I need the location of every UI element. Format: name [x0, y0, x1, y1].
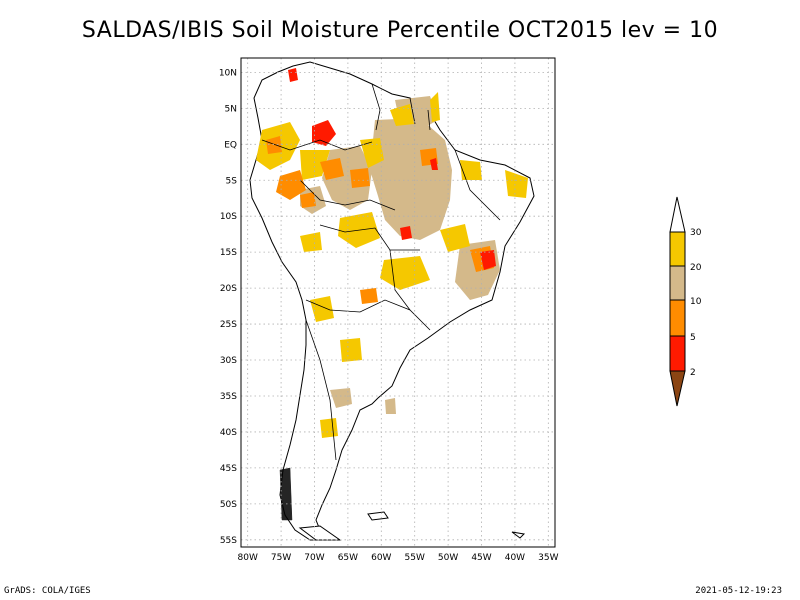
lat-label: 35S	[220, 392, 237, 402]
lat-label: 25S	[220, 320, 237, 330]
soil-moisture-field	[249, 61, 535, 541]
chile-archipelago	[279, 467, 293, 521]
latitude-labels: 10N 5N EQ 5S 10S 15S 20S 25S 30S 35S 40S 45S 50S 55S	[219, 68, 237, 545]
colorbar: 30 20 10 5 2	[669, 196, 702, 407]
colorbar-2-5	[669, 335, 686, 372]
colorbar-10-20	[669, 265, 686, 301]
colorbar-label-10: 10	[690, 297, 702, 307]
lat-label: 10S	[220, 212, 237, 222]
lat-label: 10N	[219, 68, 237, 78]
lat-label: 55S	[220, 536, 237, 546]
country-borders	[261, 83, 501, 461]
lon-label: 35W	[538, 553, 558, 563]
lat-label: EQ	[224, 140, 237, 150]
yellow-regions	[256, 92, 528, 438]
colorbar-bottom-triangle	[669, 370, 686, 407]
small-island	[511, 531, 526, 539]
lat-label: 5S	[226, 176, 238, 186]
colorbar-label-20: 20	[690, 263, 702, 273]
gridlines	[241, 58, 555, 547]
map-title: SALDAS/IBIS Soil Moisture Percentile OCT…	[81, 18, 719, 43]
falkland-islands	[367, 511, 389, 521]
footer-credit: GrADS: COLA/IGES	[4, 586, 91, 596]
colorbar-label-30: 30	[690, 228, 702, 238]
footer-timestamp: 2021-05-12-19:23	[695, 586, 782, 596]
colorbar-label-2: 2	[690, 368, 696, 378]
lat-label: 15S	[220, 248, 237, 258]
lon-label: 65W	[338, 553, 358, 563]
lon-label: 55W	[405, 553, 425, 563]
lon-label: 40W	[505, 553, 525, 563]
lat-label: 5N	[225, 104, 237, 114]
lat-label: 40S	[220, 428, 237, 438]
lon-label: 45W	[471, 553, 491, 563]
red-regions	[288, 68, 496, 270]
lat-label: 30S	[220, 356, 237, 366]
lat-label: 20S	[220, 284, 237, 294]
colorbar-top-triangle	[669, 196, 686, 233]
lon-label: 80W	[238, 553, 258, 563]
lat-label: 50S	[220, 500, 237, 510]
longitude-labels: 80W 75W 70W 65W 60W 55W 50W 45W 40W 35W	[238, 553, 559, 563]
lon-label: 50W	[438, 553, 458, 563]
lon-label: 75W	[271, 553, 291, 563]
colorbar-label-5: 5	[690, 333, 696, 343]
plot-frame	[240, 57, 556, 548]
colorbar-20-30	[669, 231, 686, 267]
lat-label: 45S	[220, 464, 237, 474]
colorbar-5-10	[669, 299, 686, 337]
lon-label: 60W	[371, 553, 391, 563]
lon-label: 70W	[304, 553, 324, 563]
